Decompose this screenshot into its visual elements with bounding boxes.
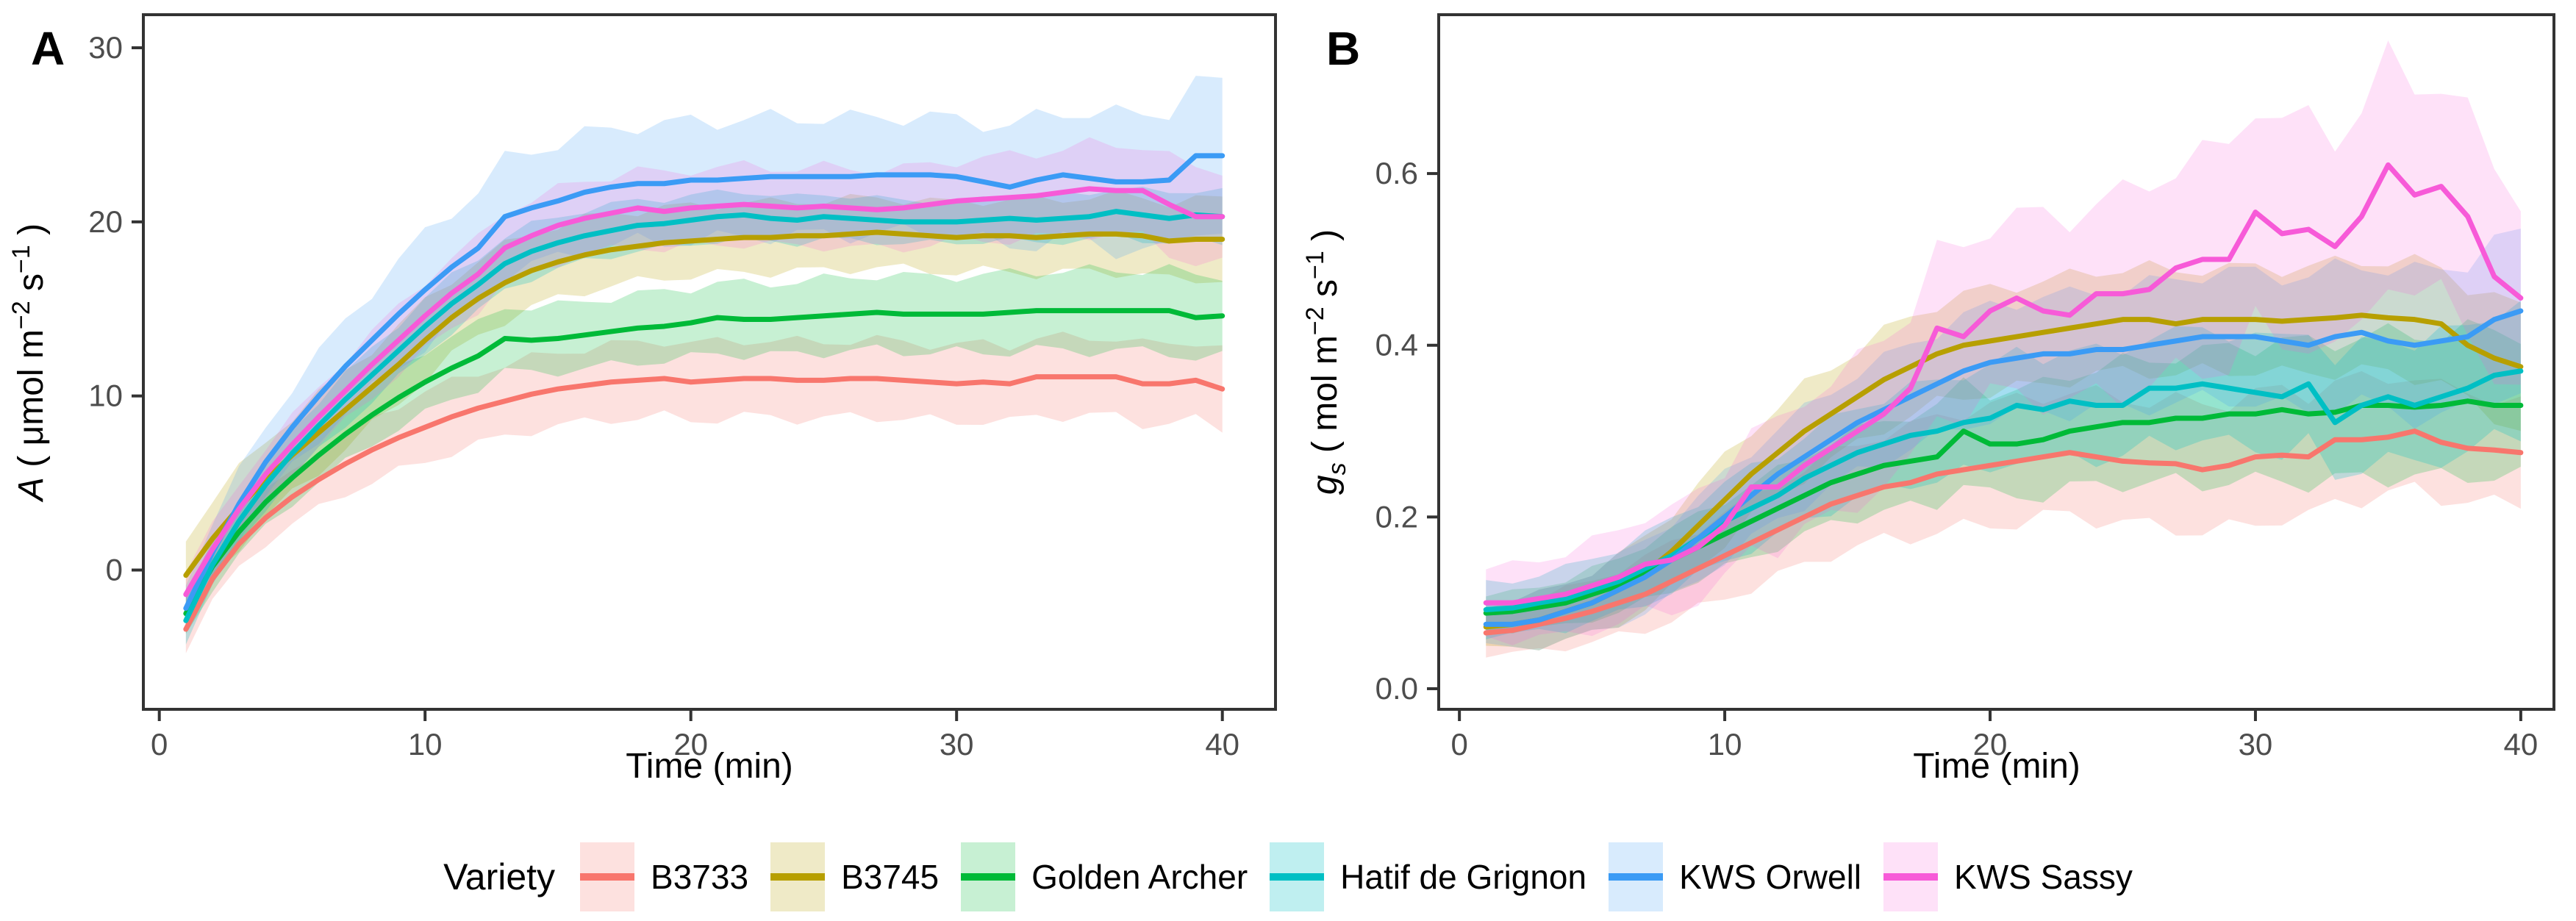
legend-key-line: [580, 873, 635, 881]
y-tick-label: 30: [88, 30, 123, 65]
y-tick-label: 0.4: [1375, 328, 1418, 362]
legend-item-golden-archer: Golden Archer: [961, 842, 1248, 911]
x-tick-label: 20: [1973, 727, 2008, 761]
series-ribbon-kws-orwell: [185, 76, 1223, 631]
series-line-kws-sassy: [183, 186, 1226, 598]
series-line-kws-orwell: [1483, 308, 2524, 627]
panel-b-y-axis-title: gs ( mol m−2 s−1 ): [1301, 229, 1351, 495]
x-tick-label: 0: [151, 727, 168, 761]
legend-item-b3733: B3733: [580, 842, 748, 911]
legend-key-swatch: [770, 842, 826, 911]
legend-title: Variety: [443, 856, 556, 897]
x-tick-label: 30: [940, 727, 974, 761]
panel-a-x-axis-title: Time (min): [626, 747, 793, 786]
series-ribbon-b3733: [185, 332, 1223, 653]
series-ribbon-b3745: [1486, 254, 2521, 651]
legend-item-kws-sassy: KWS Sassy: [1883, 842, 2133, 911]
x-tick-label: 40: [1205, 727, 1239, 761]
x-tick-label: 40: [2504, 727, 2539, 761]
series-line-kws-sassy: [1483, 162, 2524, 606]
series-ribbon-golden-archer: [1486, 319, 2521, 634]
legend-key-swatch: [580, 842, 635, 911]
series-line-golden-archer: [183, 308, 1226, 617]
series-ribbon-b3745: [185, 190, 1223, 609]
series-ribbon-b3733: [1486, 370, 2521, 658]
panel-b-series: [1483, 40, 2524, 658]
legend-key-line: [1883, 873, 1939, 881]
legend-key-line: [961, 873, 1016, 881]
x-tick-label: 30: [2239, 727, 2273, 761]
series-line-hatif-de-grignon: [183, 209, 1226, 623]
y-tick-label: 0.6: [1375, 156, 1418, 190]
legend-item-label: B3745: [841, 858, 940, 896]
panel-b-border: [1437, 13, 2555, 711]
x-tick-label: 10: [1708, 727, 1742, 761]
y-tick-label: 10: [88, 379, 123, 413]
series-ribbon-kws-sassy: [185, 137, 1223, 617]
legend-item-label: KWS Sassy: [1954, 858, 2133, 896]
series-ribbon-hatif-de-grignon: [1486, 301, 2521, 639]
y-tick-label: 0.2: [1375, 499, 1418, 534]
legend-item-b3745: B3745: [770, 842, 939, 911]
legend-item-label: B3733: [651, 858, 749, 896]
legend-item-kws-orwell: KWS Orwell: [1609, 842, 1861, 911]
legend-item-label: Hatif de Grignon: [1340, 858, 1587, 896]
panel-a-border: [142, 13, 1277, 711]
panel-a-y-axis-title: A ( μmol m−2 s−1 ): [7, 223, 51, 503]
series-line-kws-orwell: [183, 153, 1226, 612]
legend-key-line: [1609, 873, 1664, 881]
legend-key-swatch: [1609, 842, 1664, 911]
y-tick-label: 20: [88, 204, 123, 239]
series-line-b3745: [183, 229, 1226, 578]
legend-key-swatch: [961, 842, 1016, 911]
x-tick-label: 10: [408, 727, 443, 761]
legend-key-line: [770, 873, 826, 881]
x-tick-label: 0: [1450, 727, 1467, 761]
y-tick-label: 0: [106, 553, 123, 587]
legend-item-label: Golden Archer: [1031, 858, 1248, 896]
legend-key-swatch: [1883, 842, 1939, 911]
series-line-b3733: [183, 374, 1226, 632]
panel-a-letter: A: [31, 22, 65, 75]
panel-a-chart: 0 10 20 30 40 0 10 20 30 A ( μmol m−2 s−1 ): [7, 13, 1277, 761]
legend-item-hatif-de-grignon: Hatif de Grignon: [1270, 842, 1586, 911]
x-tick-label: 20: [673, 727, 708, 761]
legend-key-swatch: [1270, 842, 1325, 911]
series-ribbon-kws-orwell: [1486, 228, 2521, 651]
panel-b-letter: B: [1326, 22, 1360, 75]
y-tick-label: 0.0: [1375, 671, 1418, 706]
panel-a-series: [183, 76, 1226, 653]
series-line-b3733: [1483, 429, 2524, 636]
legend-item-label: KWS Orwell: [1679, 858, 1862, 896]
series-ribbon-golden-archer: [185, 264, 1223, 634]
panel-b-x-axis-title: Time (min): [1913, 747, 2081, 786]
legend-key-line: [1270, 873, 1325, 881]
legend: Variety B3733 B3745 Golden Archer Hatif de …: [0, 836, 2576, 917]
panel-b-chart: 0 10 20 30 40 0.0 0.2 0.4 0.6 gs ( mol m−2 s−1 ): [1301, 13, 2555, 761]
